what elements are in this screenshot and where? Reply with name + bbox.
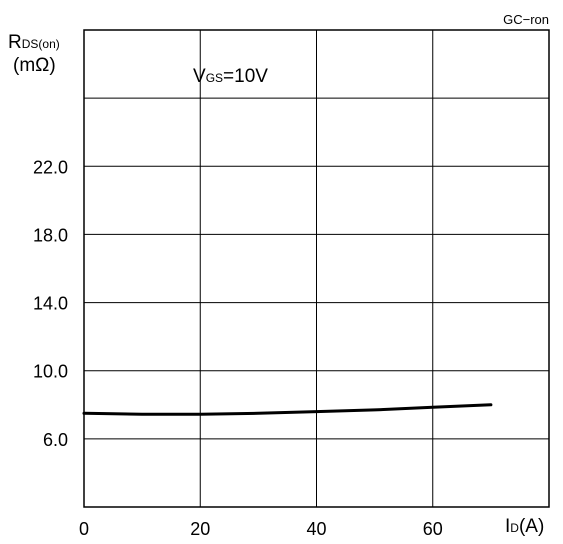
y-axis-label-sub: DS(on) <box>22 37 60 51</box>
x-axis-label: ID(A) <box>505 516 544 537</box>
y-tick-label: 18.0 <box>33 225 68 245</box>
y-axis-unit: (mΩ) <box>13 55 56 76</box>
x-tick-label: 40 <box>306 519 326 539</box>
x-tick-label: 0 <box>79 519 89 539</box>
vgs-annotation: VGS=10V <box>193 66 268 87</box>
vgs-annotation-rest: =10V <box>223 66 268 87</box>
vgs-annotation-main: V <box>193 66 206 87</box>
y-tick-label: 6.0 <box>43 430 68 450</box>
x-axis-label-rest: (A) <box>519 516 544 537</box>
vgs-annotation-sub: GS <box>206 71 223 85</box>
x-tick-labels: 0 20 40 60 <box>79 519 443 539</box>
y-axis-label: RDS(on) <box>8 32 60 53</box>
x-axis-label-sub: D <box>510 521 519 535</box>
y-tick-label: 10.0 <box>33 362 68 382</box>
figure-code: GC−ron <box>503 12 549 27</box>
y-tick-label: 22.0 <box>33 157 68 177</box>
x-axis-label-main: I <box>505 516 510 537</box>
x-tick-label: 20 <box>190 519 210 539</box>
y-tick-label: 14.0 <box>33 294 68 314</box>
y-axis-label-main: R <box>8 32 22 53</box>
grid-lines <box>84 30 549 507</box>
series-lines <box>82 403 493 416</box>
y-tick-labels: 6.0 10.0 14.0 18.0 22.0 <box>33 157 68 450</box>
series-line-0 <box>82 403 493 416</box>
x-tick-label: 60 <box>423 519 443 539</box>
